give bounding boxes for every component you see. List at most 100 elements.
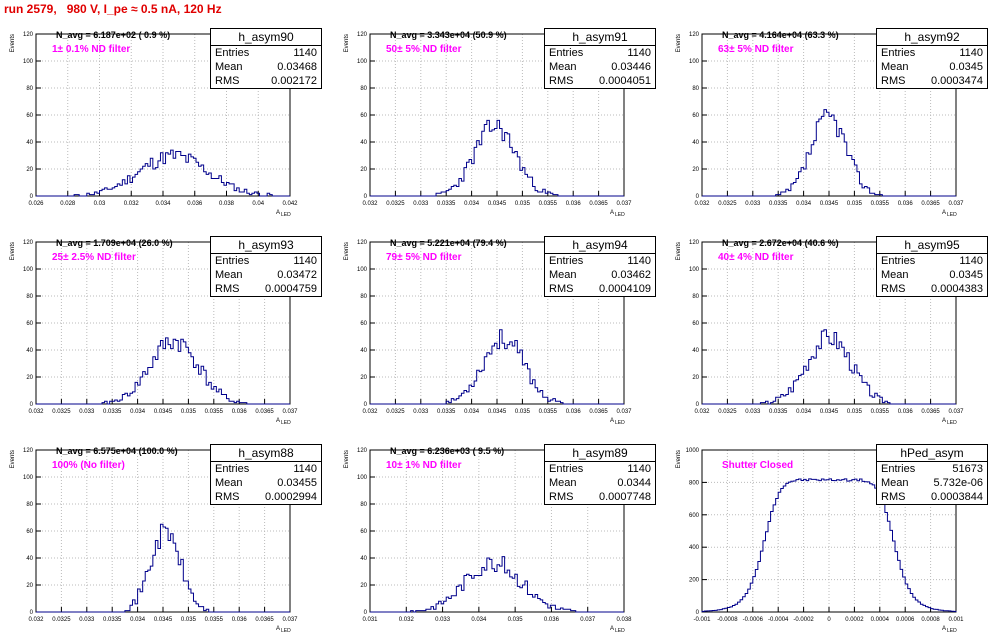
x-tick-label: 0.0365 — [255, 617, 274, 623]
x-tick-label: 0.036 — [566, 201, 582, 207]
x-tick-label: 0.036 — [566, 409, 582, 415]
y-tick-label: 100 — [23, 267, 34, 273]
stats-rms-label: RMS — [215, 283, 240, 295]
y-tick-label: 40 — [26, 348, 33, 354]
x-tick-label: 0.033 — [79, 617, 95, 623]
x-tick-label: 0.0335 — [437, 409, 456, 415]
filter-label: 25± 2.5% ND filter — [52, 252, 136, 263]
y-tick-label: 120 — [23, 240, 34, 246]
x-tick-label: 0.037 — [580, 617, 596, 623]
stats-rms-row: RMS 0.0007748 — [545, 490, 655, 504]
x-tick-label: 0.0345 — [820, 201, 839, 207]
stats-rms-value: 0.0004759 — [265, 283, 317, 295]
histogram-plot: 0.032 0.0325 0.033 0.0335 0.034 0.0345 0.035 0.… — [344, 32, 632, 218]
histogram-name: h_asym93 — [211, 237, 321, 254]
stats-mean-row: Mean 0.03468 — [211, 60, 321, 74]
stats-entries-value: 1140 — [293, 47, 317, 59]
y-tick-label: 60 — [26, 529, 33, 535]
filter-label: 1± 0.1% ND filter — [52, 44, 131, 55]
y-tick-label: 120 — [689, 240, 700, 246]
stats-rms-label: RMS — [881, 491, 906, 503]
y-tick-label: 80 — [360, 86, 367, 92]
x-tick-label: 0.028 — [60, 201, 76, 207]
histogram-plot: 0.032 0.0325 0.033 0.0335 0.034 0.0345 0.035 0.… — [344, 240, 632, 426]
y-tick-label: 120 — [357, 240, 368, 246]
y-tick-label: 20 — [360, 375, 367, 381]
histogram-pad-h_asym95: 0.032 0.0325 0.033 0.0335 0.034 0.0345 0.035 0.… — [666, 220, 994, 426]
stats-entries-value: 1140 — [627, 255, 651, 267]
stats-box: h_asym88 Entries 1140 Mean 0.03455 RMS 0.00029… — [210, 444, 322, 505]
x-axis-title: ALED — [942, 210, 957, 218]
stats-entries-label: Entries — [215, 47, 250, 59]
y-tick-label: 40 — [692, 348, 699, 354]
x-tick-label: 0.042 — [282, 201, 298, 207]
y-tick-label: 0 — [30, 194, 34, 200]
x-tick-label: 0.0335 — [769, 201, 788, 207]
x-tick-label: 0.035 — [181, 409, 197, 415]
histogram-line-hPed_asym — [701, 478, 957, 612]
x-tick-label: 0.04 — [252, 201, 264, 207]
histogram-name: h_asym95 — [877, 237, 987, 254]
x-tick-label: 0.032 — [124, 201, 140, 207]
histogram-name: h_asym91 — [545, 29, 655, 46]
x-tick-label: 0.033 — [745, 201, 761, 207]
x-tick-label: 0.037 — [282, 617, 298, 623]
filter-label: 40± 4% ND filter — [718, 252, 794, 263]
stats-mean-value: 0.0344 — [617, 477, 651, 489]
plot-frame — [369, 449, 625, 613]
plot-frame — [369, 33, 625, 197]
stats-mean-value: 0.0345 — [949, 269, 983, 281]
histogram-line-h_asym88 — [36, 523, 290, 613]
filter-label: 10± 1% ND filter — [386, 460, 462, 471]
stats-rms-row: RMS 0.002172 — [211, 74, 321, 88]
stats-mean-value: 0.03468 — [277, 61, 317, 73]
stats-entries-value: 1140 — [959, 47, 983, 59]
histogram-pad-h_asym94: 0.032 0.0325 0.033 0.0335 0.034 0.0345 0.035 0.… — [334, 220, 662, 426]
x-axis-title: ALED — [610, 418, 625, 426]
y-tick-label: 60 — [360, 529, 367, 535]
x-tick-label: 0.036 — [544, 617, 560, 623]
y-axis-title: Events — [10, 34, 16, 52]
y-tick-label: 80 — [692, 294, 699, 300]
stats-rms-label: RMS — [549, 75, 574, 87]
stats-entries-row: Entries 51673 — [877, 462, 987, 476]
plot-frame — [701, 241, 957, 405]
x-axis-title: ALED — [276, 626, 291, 634]
y-tick-label: 80 — [692, 86, 699, 92]
stats-entries-value: 51673 — [952, 463, 983, 475]
y-tick-label: 80 — [26, 294, 33, 300]
plot-frame — [35, 449, 291, 613]
run-title: run 2579, 980 V, I_pe ≈ 0.5 nA, 120 Hz — [4, 2, 222, 16]
y-tick-label: 20 — [26, 583, 33, 589]
filter-label: Shutter Closed — [722, 460, 794, 471]
y-tick-label: 20 — [692, 167, 699, 173]
x-tick-label: 0.034 — [796, 201, 812, 207]
x-tick-label: 0.001 — [948, 617, 964, 623]
histogram-line-h_asym89 — [370, 556, 624, 613]
stats-entries-label: Entries — [549, 47, 584, 59]
stats-rms-row: RMS 0.0004759 — [211, 282, 321, 296]
x-axis-title: ALED — [942, 418, 957, 426]
histogram-plot: 0.032 0.0325 0.033 0.0335 0.034 0.0345 0.035 0.… — [676, 240, 964, 426]
stats-entries-value: 1140 — [627, 463, 651, 475]
y-tick-label: 0 — [30, 402, 34, 408]
stats-rms-label: RMS — [549, 283, 574, 295]
stats-entries-row: Entries 1140 — [877, 46, 987, 60]
y-axis-title: Events — [676, 450, 682, 468]
y-axis-title: Events — [10, 242, 16, 260]
plot-frame — [35, 241, 291, 405]
y-axis-title: Events — [344, 242, 350, 260]
stats-entries-label: Entries — [549, 255, 584, 267]
x-tick-label: 0.037 — [282, 409, 298, 415]
x-tick-label: 0.034 — [130, 617, 146, 623]
x-tick-label: 0.035 — [508, 617, 524, 623]
stats-mean-label: Mean — [881, 269, 909, 281]
x-axis-title: ALED — [276, 210, 291, 218]
x-tick-label: 0.035 — [515, 409, 531, 415]
histogram-pad-h_asym92: 0.032 0.0325 0.033 0.0335 0.034 0.0345 0.035 0.… — [666, 12, 994, 218]
y-tick-label: 800 — [689, 480, 700, 486]
x-tick-label: -0.0004 — [768, 617, 789, 623]
x-tick-label: 0.0355 — [539, 201, 558, 207]
y-tick-label: 100 — [23, 59, 34, 65]
x-tick-label: 0.0365 — [921, 201, 940, 207]
